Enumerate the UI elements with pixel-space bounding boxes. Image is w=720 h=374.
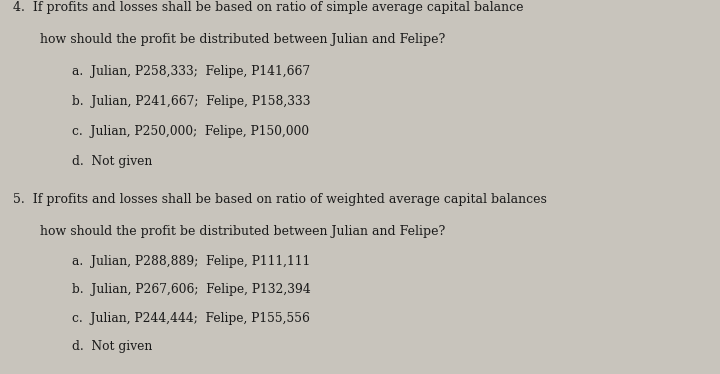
Text: d.  Not given: d. Not given <box>72 340 153 353</box>
Text: how should the profit be distributed between Julian and Felipe?: how should the profit be distributed bet… <box>40 33 445 46</box>
Text: how should the profit be distributed between Julian and Felipe?: how should the profit be distributed bet… <box>40 225 445 238</box>
Text: c.  Julian, P250,000;  Felipe, P150,000: c. Julian, P250,000; Felipe, P150,000 <box>72 125 309 138</box>
Text: a.  Julian, P288,889;  Felipe, P111,111: a. Julian, P288,889; Felipe, P111,111 <box>72 255 310 268</box>
Text: a.  Julian, P258,333;  Felipe, P141,667: a. Julian, P258,333; Felipe, P141,667 <box>72 65 310 78</box>
Text: c.  Julian, P244,444;  Felipe, P155,556: c. Julian, P244,444; Felipe, P155,556 <box>72 312 310 325</box>
Text: b.  Julian, P267,606;  Felipe, P132,394: b. Julian, P267,606; Felipe, P132,394 <box>72 283 311 296</box>
Text: 5.  If profits and losses shall be based on ratio of weighted average capital ba: 5. If profits and losses shall be based … <box>13 193 546 206</box>
Text: b.  Julian, P241,667;  Felipe, P158,333: b. Julian, P241,667; Felipe, P158,333 <box>72 95 310 108</box>
Text: d.  Not given: d. Not given <box>72 155 153 168</box>
Text: 4.  If profits and losses shall be based on ratio of simple average capital bala: 4. If profits and losses shall be based … <box>13 1 523 14</box>
